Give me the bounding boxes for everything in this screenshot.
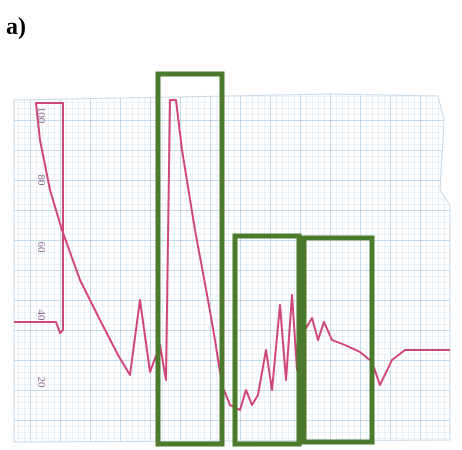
scale-label: 20: [35, 377, 47, 389]
chart-paper: [14, 94, 450, 442]
figure: a) 10080604020: [0, 0, 462, 450]
scale-label: 60: [35, 242, 47, 254]
scale-label: 80: [35, 175, 47, 187]
panel-label: a): [6, 14, 26, 40]
page: a) 10080604020 (() => { const data = JSO…: [0, 0, 462, 450]
scale-label: 40: [35, 310, 47, 322]
